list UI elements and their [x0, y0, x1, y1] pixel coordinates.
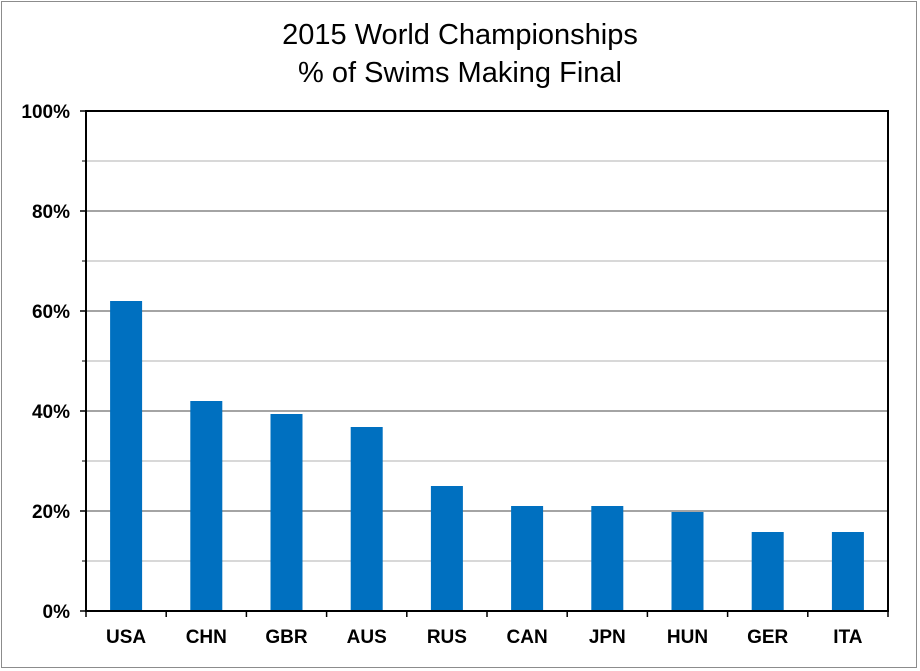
bar-gbr — [270, 414, 303, 611]
bar-ger — [751, 532, 784, 611]
bar-hun — [671, 512, 704, 611]
x-tick-label: USA — [106, 627, 146, 648]
bar-rus — [430, 486, 463, 611]
y-axis-tick-labels: 0% 20% 40% 60% 80% 100% — [21, 102, 70, 623]
chart-title-line-2: % of Swims Making Final — [298, 57, 622, 89]
y-tick-label: 0% — [43, 602, 71, 623]
x-axis-tick-labels: USA CHN GBR AUS RUS CAN JPN HUN GER ITA — [106, 627, 863, 648]
x-tick-label: ITA — [833, 627, 862, 648]
bar-aus — [350, 427, 383, 611]
bar-usa — [110, 301, 143, 611]
x-tick-label: CHN — [186, 627, 227, 648]
y-tick-label: 80% — [32, 202, 70, 223]
y-tick-label: 40% — [32, 402, 70, 423]
bar-chn — [190, 401, 223, 611]
y-tick-label: 100% — [21, 102, 70, 123]
y-tick-label: 20% — [32, 502, 70, 523]
bar-jpn — [591, 506, 624, 611]
axes — [80, 110, 889, 617]
x-tick-label: JPN — [589, 627, 626, 648]
x-tick-label: GER — [747, 627, 788, 648]
bars — [110, 301, 864, 611]
bar-can — [511, 506, 544, 611]
x-tick-label: CAN — [507, 627, 548, 648]
y-tick-label: 60% — [32, 302, 70, 323]
x-tick-label: RUS — [427, 627, 467, 648]
bar-ita — [831, 532, 864, 611]
x-tick-label: HUN — [667, 627, 708, 648]
x-tick-label: AUS — [347, 627, 387, 648]
chart-title-line-1: 2015 World Championships — [282, 19, 638, 51]
chart-title: 2015 World Championships % of Swims Maki… — [282, 19, 638, 89]
x-tick-label: GBR — [265, 627, 308, 648]
